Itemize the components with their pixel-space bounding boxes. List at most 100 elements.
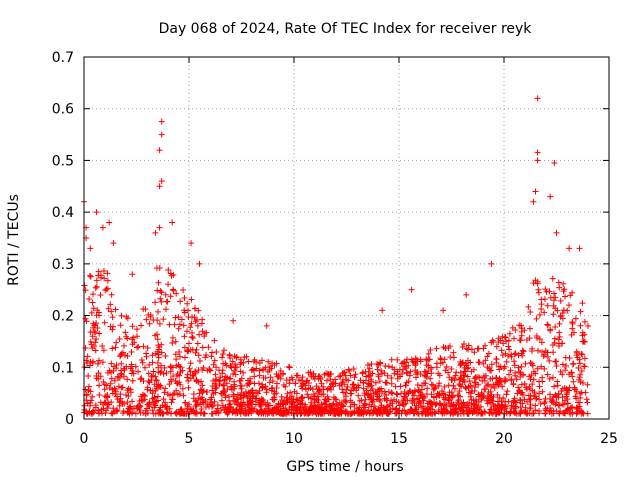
data-point: [340, 389, 347, 396]
data-point: [148, 376, 155, 383]
data-point: [303, 378, 310, 385]
data-point: [121, 367, 128, 374]
y-tick-label: 0.3: [52, 257, 74, 273]
data-point: [552, 401, 559, 408]
data-point: [397, 383, 404, 390]
data-point: [384, 372, 391, 379]
data-point: [340, 397, 347, 404]
data-point: [511, 362, 518, 369]
data-point: [338, 381, 345, 388]
data-point: [557, 313, 564, 320]
data-point-outlier: [534, 95, 541, 102]
data-point: [443, 409, 450, 416]
data-point: [95, 407, 102, 414]
data-point: [118, 312, 125, 319]
data-point: [564, 400, 571, 407]
data-point: [433, 364, 440, 371]
data-point: [124, 352, 131, 359]
data-point: [482, 342, 489, 349]
data-point: [497, 377, 504, 384]
data-point: [450, 403, 457, 410]
data-point: [191, 314, 198, 321]
data-point: [129, 367, 136, 374]
data-point: [282, 383, 289, 390]
data-point: [394, 391, 401, 398]
data-point: [131, 339, 138, 346]
data-point: [132, 363, 139, 370]
data-point: [201, 410, 208, 417]
data-point: [299, 385, 306, 392]
data-point: [552, 324, 559, 331]
data-point: [169, 396, 176, 403]
data-point: [515, 384, 522, 391]
data-point: [557, 297, 564, 304]
data-point: [536, 335, 543, 342]
data-point: [478, 391, 485, 398]
data-point: [164, 409, 171, 416]
data-point: [491, 385, 498, 392]
data-point: [286, 364, 293, 371]
data-point: [460, 341, 467, 348]
data-point: [512, 327, 519, 334]
data-point: [144, 344, 151, 351]
data-point: [555, 336, 562, 343]
data-point-outlier: [530, 198, 537, 205]
data-point: [398, 390, 405, 397]
data-point: [134, 344, 141, 351]
data-point: [357, 377, 364, 384]
data-point: [127, 406, 134, 413]
data-point: [128, 361, 135, 368]
data-point: [510, 408, 517, 415]
data-point: [518, 332, 525, 339]
data-point: [502, 334, 509, 341]
data-point: [336, 373, 343, 380]
data-point: [247, 379, 254, 386]
data-point: [292, 380, 299, 387]
data-point: [195, 367, 202, 374]
data-point: [469, 408, 476, 415]
data-point: [299, 374, 306, 381]
data-point: [197, 401, 204, 408]
data-point: [125, 393, 132, 400]
data-point: [406, 372, 413, 379]
data-point: [249, 405, 256, 412]
data-point: [218, 407, 225, 414]
data-point: [129, 398, 136, 405]
data-point: [552, 391, 559, 398]
data-point: [297, 401, 304, 408]
data-point: [559, 310, 566, 317]
data-point: [534, 280, 541, 287]
data-point: [181, 294, 188, 301]
data-point: [267, 363, 274, 370]
data-point-outlier: [129, 271, 136, 278]
data-point: [177, 381, 184, 388]
data-point: [561, 410, 568, 417]
data-point: [192, 349, 199, 356]
data-point: [109, 410, 116, 417]
data-point: [365, 380, 372, 387]
x-tick-label: 5: [185, 431, 194, 447]
data-point: [288, 393, 295, 400]
data-point: [503, 338, 510, 345]
data-point: [158, 298, 165, 305]
data-point: [388, 380, 395, 387]
data-point: [322, 401, 329, 408]
data-point: [452, 372, 459, 379]
data-point: [385, 388, 392, 395]
data-point: [551, 290, 558, 297]
data-point: [299, 380, 306, 387]
data-point: [461, 368, 468, 375]
data-point: [150, 368, 157, 375]
data-point: [528, 348, 535, 354]
data-point: [246, 398, 253, 405]
data-point: [217, 377, 224, 384]
data-point: [157, 287, 164, 294]
data-point: [242, 388, 249, 395]
data-point: [231, 393, 238, 400]
data-point: [216, 367, 223, 374]
data-point: [308, 372, 315, 379]
data-point: [505, 343, 512, 350]
data-point: [505, 337, 512, 344]
data-point: [352, 371, 359, 378]
data-point: [225, 409, 232, 416]
